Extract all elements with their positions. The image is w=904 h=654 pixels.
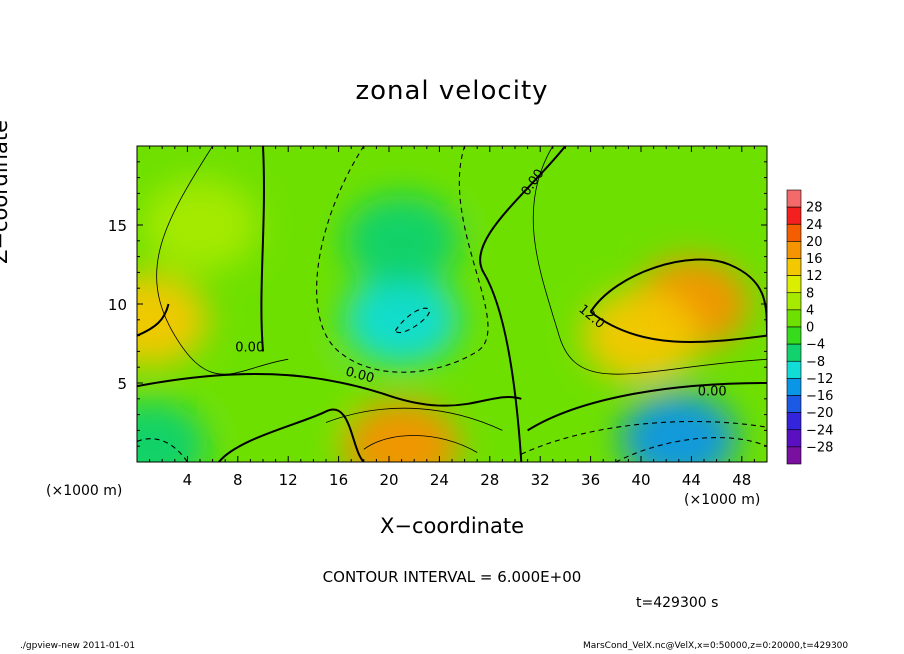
colorbar-swatch: [786, 343, 802, 362]
field-blob: [343, 273, 460, 366]
field-blob: [343, 400, 460, 462]
field-blob: [137, 273, 208, 366]
colorbar-swatch: [786, 292, 802, 311]
colorbar-label: −8: [806, 355, 825, 370]
colorbar-swatch: [786, 241, 802, 259]
time-label: t=429300 s: [636, 595, 719, 611]
colorbar-swatch: [786, 412, 802, 431]
contour-zero: [137, 303, 170, 337]
footer-right: MarsCond_VelX.nc@VelX,x=0:50000,z=0:2000…: [583, 641, 849, 651]
contour-zero: [260, 146, 265, 352]
colorbar-swatch: [786, 360, 802, 379]
x-tick-label: 8: [233, 471, 243, 489]
x-unit-left: (×1000 m): [46, 483, 123, 499]
field-blob: [343, 194, 460, 287]
colorbar-label: 24: [806, 218, 823, 233]
contour-zero: [137, 372, 522, 407]
contour-thin: [325, 407, 503, 431]
contour-thin: [156, 146, 289, 375]
colorbar-swatch: [786, 326, 802, 345]
field-blob: [482, 163, 599, 256]
x-axis-label: X−coordinate: [380, 514, 524, 538]
contour-label: 0.00: [698, 385, 727, 400]
contour-zero: [218, 408, 365, 462]
contour-negative: [137, 438, 188, 462]
y-tick-label: 5: [117, 375, 127, 393]
contour-label: 0.00: [344, 364, 376, 386]
x-tick-label: 28: [480, 471, 499, 489]
colorbar-swatch: [786, 258, 802, 276]
colorbar-swatch: [786, 206, 802, 225]
y-tick-label: 15: [108, 217, 127, 235]
colorbar-swatch: [786, 223, 802, 242]
colorbar-swatch: [786, 378, 802, 396]
contour-interval: CONTOUR INTERVAL = 6.000E+00: [322, 568, 582, 586]
colorbar-label: 0: [806, 321, 814, 336]
x-tick-label: 4: [183, 471, 193, 489]
contour-zero: [589, 258, 767, 344]
contour-negative: [394, 307, 430, 334]
contour-zero: [479, 146, 567, 462]
contour-negative: [521, 420, 767, 455]
colorbar-label: −24: [806, 423, 833, 438]
colorbar-label: 16: [806, 252, 823, 267]
colorbar-swatch: [786, 446, 802, 465]
field-blob: [142, 179, 258, 271]
x-tick-label: 12: [279, 471, 298, 489]
x-tick-label: 44: [682, 471, 701, 489]
colorbar-label: −28: [806, 440, 833, 455]
colorbar-label: −12: [806, 372, 833, 387]
colorbar-label: 20: [806, 235, 823, 250]
field-blob: [137, 400, 208, 462]
x-tick-label: 36: [581, 471, 600, 489]
colorbar-label: −16: [806, 389, 833, 404]
contour-thin: [532, 146, 767, 375]
colorbar-label: −4: [806, 338, 825, 353]
x-tick-label: 48: [732, 471, 751, 489]
colorbar-label: −20: [806, 406, 833, 421]
colorbar-swatch: [786, 189, 802, 208]
x-tick-label: 40: [631, 471, 650, 489]
colorbar-label: 28: [806, 201, 823, 216]
colorbar-label: 12: [806, 269, 823, 284]
field-blob: [620, 392, 737, 462]
contour-thin: [363, 435, 478, 453]
y-tick-label: 10: [108, 296, 127, 314]
contour-negative: [316, 146, 489, 373]
x-tick-label: 16: [329, 471, 348, 489]
x-tick-label: 32: [531, 471, 550, 489]
field-blob: [230, 352, 347, 445]
x-tick-label: 24: [430, 471, 449, 489]
contour-zero: [527, 382, 767, 432]
colorbar-swatch: [786, 309, 802, 328]
y-axis-label: Z−coordinate: [0, 120, 12, 264]
colorbar-swatch: [786, 275, 802, 294]
x-unit-right: (×1000 m): [684, 492, 761, 508]
contour-label: 0.00: [235, 340, 264, 355]
colorbar-label: 8: [806, 286, 814, 301]
footer-left: ./gpview-new 2011-01-01: [20, 641, 136, 651]
colorbar: 28 24 20 16 12 8 4 0 −4 −8 −12 −16 −20 −24 −28: [786, 189, 833, 465]
chart-title: zonal velocity: [355, 76, 549, 106]
contour-negative: [615, 437, 767, 462]
colorbar-swatch: [786, 429, 802, 448]
contour-lines: [137, 146, 767, 462]
colorbar-label: 4: [806, 303, 814, 318]
colorbar-swatch: [786, 395, 802, 413]
x-tick-label: 20: [379, 471, 398, 489]
tick-marks: [136, 145, 768, 463]
